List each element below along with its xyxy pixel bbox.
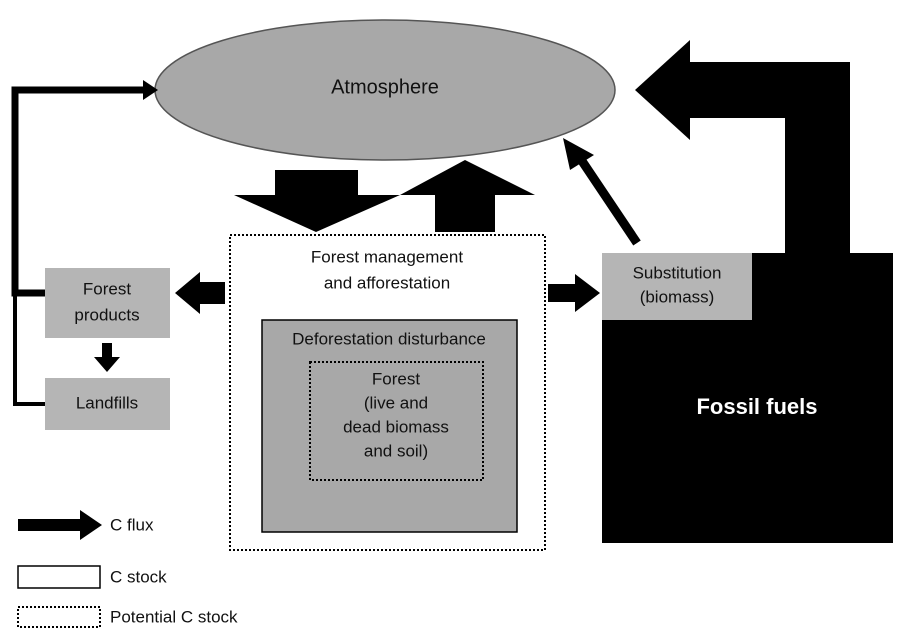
legend-flux-symbol [18, 510, 102, 540]
node-label: (live and [364, 393, 428, 412]
node-label: Atmosphere [331, 76, 439, 98]
node-label: Landfills [76, 393, 138, 412]
node-label: Forest [83, 279, 131, 298]
legend-potential-symbol [17, 606, 101, 628]
flux-arrow [234, 170, 400, 232]
deforestation-node [261, 319, 518, 533]
flux-arrow [548, 274, 600, 312]
arrow-head [563, 138, 594, 170]
flux-arrow [400, 160, 535, 232]
node-label: Fossil fuels [696, 394, 817, 419]
forest-node [309, 361, 484, 481]
forest-products-node [45, 268, 170, 338]
node-label: Forest management [311, 247, 463, 266]
landfills-node [45, 378, 170, 430]
arrow-head [143, 80, 158, 100]
node-label: products [74, 305, 139, 324]
flux-arrow [175, 272, 225, 314]
flux-line [13, 290, 45, 406]
node-label: dead biomass [343, 417, 449, 436]
flux-line [576, 155, 641, 246]
legend-label: C flux [110, 515, 154, 534]
flux-arrow [94, 343, 120, 372]
legend-label: C stock [110, 567, 167, 586]
node-label: and afforestation [324, 273, 450, 292]
flux-line [11, 86, 145, 297]
node-label: and soil) [364, 441, 428, 460]
substitution-node [602, 253, 752, 320]
node-label: Forest [372, 369, 420, 388]
legend-stock-symbol [17, 565, 101, 589]
node-label: (biomass) [640, 287, 715, 306]
legend-label: Potential C stock [110, 607, 238, 626]
node-label: Substitution [633, 263, 722, 282]
node-label: Deforestation disturbance [292, 329, 486, 348]
flux-arrow [635, 40, 850, 253]
